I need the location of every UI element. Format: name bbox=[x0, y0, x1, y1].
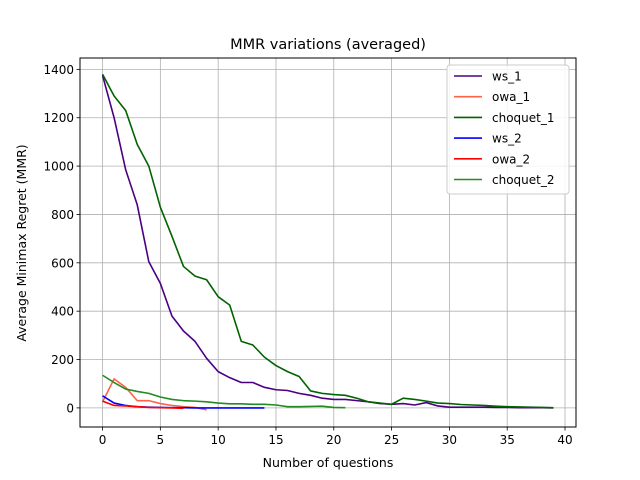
legend-label: ws_1 bbox=[492, 70, 522, 84]
series-line-choquet-2 bbox=[102, 374, 346, 409]
x-tick-label: 40 bbox=[557, 433, 572, 447]
x-tick-label: 25 bbox=[384, 433, 399, 447]
x-tick-label: 20 bbox=[326, 433, 341, 447]
x-axis-ticks: 0 5 10 15 20 25 30 35 40 bbox=[99, 427, 573, 447]
y-tick-label: 1400 bbox=[43, 63, 74, 77]
series-line-owa-2 bbox=[102, 400, 184, 410]
series-line-ws-1 bbox=[101, 75, 554, 409]
legend-label: owa_1 bbox=[492, 90, 530, 104]
legend-label: choquet_1 bbox=[492, 111, 555, 125]
legend-label: ws_2 bbox=[492, 132, 522, 146]
x-axis-label: Number of questions bbox=[263, 455, 394, 470]
x-tick-label: 0 bbox=[99, 433, 107, 447]
legend: ws_1 owa_1 choquet_1 ws_2 owa_2 choquet_2 bbox=[446, 64, 570, 195]
series-line-choquet-1 bbox=[101, 73, 554, 409]
y-axis-label: Average Minimax Regret (MMR) bbox=[14, 144, 29, 341]
chart-title: MMR variations (averaged) bbox=[230, 37, 426, 53]
y-tick-label: 1200 bbox=[43, 111, 74, 125]
y-tick-label: 1000 bbox=[43, 160, 74, 174]
y-tick-label: 400 bbox=[51, 305, 74, 319]
y-tick-label: 800 bbox=[51, 208, 74, 222]
y-tick-label: 200 bbox=[51, 353, 74, 367]
x-tick-label: 10 bbox=[211, 433, 226, 447]
x-tick-label: 5 bbox=[157, 433, 165, 447]
axes-frame bbox=[79, 57, 577, 428]
legend-label: choquet_2 bbox=[492, 173, 555, 187]
y-tick-label: 0 bbox=[66, 401, 74, 415]
y-axis-ticks: 0 200 400 600 800 1000 1200 1400 bbox=[43, 63, 80, 415]
legend-label: owa_2 bbox=[492, 152, 530, 166]
x-tick-label: 15 bbox=[268, 433, 283, 447]
x-tick-label: 35 bbox=[500, 433, 515, 447]
plot-lines bbox=[101, 73, 554, 411]
x-tick-label: 30 bbox=[442, 433, 457, 447]
y-tick-label: 600 bbox=[51, 256, 74, 270]
